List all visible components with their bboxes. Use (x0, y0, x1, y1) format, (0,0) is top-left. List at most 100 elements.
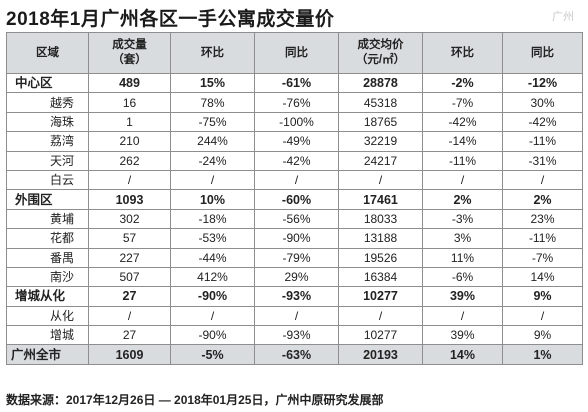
cell-price: / (338, 169, 423, 191)
cell-price: 17461 (338, 189, 423, 210)
cell-volume: / (88, 305, 171, 327)
cell-price-yoy: -42% (502, 111, 583, 133)
cell-region: 南沙 (6, 266, 89, 288)
header-price-yoy: 同比 (502, 32, 583, 74)
cell-price-mom: / (422, 305, 503, 327)
table-header-row: 区域 成交量 （套） 环比 同比 成交均价 （元/㎡） 环比 同比 (6, 32, 583, 74)
cell-price: 13188 (338, 228, 423, 249)
cell-volume: / (88, 169, 171, 191)
cell-price-mom: -14% (422, 131, 503, 152)
cell-price: 10277 (338, 286, 423, 307)
table-row: 越秀 16 78% -76% 45318 -7% 30% (6, 92, 583, 113)
cell-region: 广州全市 (6, 344, 89, 365)
cell-volume-mom: -44% (170, 247, 255, 268)
cell-region: 白云 (6, 169, 89, 191)
cell-price-yoy: 1% (502, 344, 583, 365)
cell-price: 45318 (338, 92, 423, 113)
cell-volume: 210 (88, 131, 171, 152)
cell-volume: 489 (88, 72, 171, 94)
cell-region: 增城 (6, 325, 89, 346)
cell-region: 从化 (6, 305, 89, 327)
cell-price-mom: -3% (422, 208, 503, 230)
cell-volume-mom: -53% (170, 228, 255, 249)
table-row: 南沙 507 412% 29% 16384 -6% 14% (6, 266, 583, 288)
cell-price-mom: 3% (422, 228, 503, 249)
cell-price: 32219 (338, 131, 423, 152)
header-price-line1: 成交均价 (357, 39, 404, 51)
cell-volume: 262 (88, 150, 171, 171)
header-volume-line2: （套） (112, 54, 147, 66)
cell-volume-yoy: -90% (254, 228, 339, 249)
cell-price-mom: 2% (422, 189, 503, 210)
cell-price-yoy: / (502, 305, 583, 327)
cell-price-yoy: 14% (502, 266, 583, 288)
cell-volume-mom: -18% (170, 208, 255, 230)
cell-volume-yoy: 29% (254, 266, 339, 288)
cell-price: 19526 (338, 247, 423, 268)
header-region: 区域 (6, 32, 89, 74)
cell-volume-mom: 78% (170, 92, 255, 113)
cell-volume-yoy: -56% (254, 208, 339, 230)
cell-region: 越秀 (6, 92, 89, 113)
table-row: 荔湾 210 244% -49% 32219 -14% -11% (6, 131, 583, 152)
cell-price: 20193 (338, 344, 423, 365)
table-row: 番禺 227 -44% -79% 19526 11% -7% (6, 247, 583, 268)
cell-volume-yoy: -61% (254, 72, 339, 94)
cell-region: 外围区 (6, 189, 89, 210)
cell-volume-yoy: -60% (254, 189, 339, 210)
cell-volume: 1 (88, 111, 171, 133)
header-volume-mom: 环比 (170, 32, 255, 74)
cell-price-mom: / (422, 169, 503, 191)
cell-volume-yoy: -63% (254, 344, 339, 365)
cell-price-yoy: -11% (502, 131, 583, 152)
cell-region: 荔湾 (6, 131, 89, 152)
cell-price-yoy: 9% (502, 286, 583, 307)
cell-price-mom: 11% (422, 247, 503, 268)
cell-price: 10277 (338, 325, 423, 346)
cell-price-yoy: -31% (502, 150, 583, 171)
cell-price: 24217 (338, 150, 423, 171)
cell-region: 番禺 (6, 247, 89, 268)
cell-region: 黄埔 (6, 208, 89, 230)
table-row: 白云 / / / / / / (6, 169, 583, 191)
cell-region: 增城从化 (6, 286, 89, 307)
cell-volume-mom: -90% (170, 286, 255, 307)
header-volume-yoy: 同比 (254, 32, 339, 74)
cell-volume-mom: -5% (170, 344, 255, 365)
cell-price-yoy: 9% (502, 325, 583, 346)
cell-volume-yoy: -42% (254, 150, 339, 171)
cell-price: / (338, 305, 423, 327)
cell-volume-yoy: -79% (254, 247, 339, 268)
cell-price-mom: -42% (422, 111, 503, 133)
cell-price: 28878 (338, 72, 423, 94)
cell-price: 16384 (338, 266, 423, 288)
cell-price-yoy: -11% (502, 228, 583, 249)
header-price-line2: （元/㎡） (355, 54, 406, 66)
cell-price-yoy: / (502, 169, 583, 191)
table-row: 海珠 1 -75% -100% 18765 -42% -42% (6, 111, 583, 133)
cell-volume-mom: -90% (170, 325, 255, 346)
cell-volume-yoy: / (254, 169, 339, 191)
cell-region: 花都 (6, 228, 89, 249)
cell-volume: 1093 (88, 189, 171, 210)
cell-volume: 1609 (88, 344, 171, 365)
header-volume-line1: 成交量 (112, 39, 147, 51)
cell-volume-yoy: -93% (254, 286, 339, 307)
cell-volume-mom: / (170, 305, 255, 327)
cell-volume-mom: -24% (170, 150, 255, 171)
cell-price-yoy: 2% (502, 189, 583, 210)
cell-price: 18765 (338, 111, 423, 133)
cell-price-mom: -2% (422, 72, 503, 94)
cell-price-yoy: 30% (502, 92, 583, 113)
cell-price-yoy: -12% (502, 72, 583, 94)
table-row: 增城 27 -90% -93% 10277 39% 9% (6, 325, 583, 346)
cell-volume-mom: 10% (170, 189, 255, 210)
table-row: 黄埔 302 -18% -56% 18033 -3% 23% (6, 208, 583, 230)
table-row: 天河 262 -24% -42% 24217 -11% -31% (6, 150, 583, 171)
cell-volume-mom: 412% (170, 266, 255, 288)
table-group-row: 中心区 489 15% -61% 28878 -2% -12% (6, 72, 583, 94)
cell-price-mom: 39% (422, 286, 503, 307)
cell-volume: 27 (88, 286, 171, 307)
page-title: 2018年1月广州各区一手公寓成交量价 (6, 9, 335, 30)
table-total-row: 广州全市 1609 -5% -63% 20193 14% 1% (6, 344, 583, 365)
